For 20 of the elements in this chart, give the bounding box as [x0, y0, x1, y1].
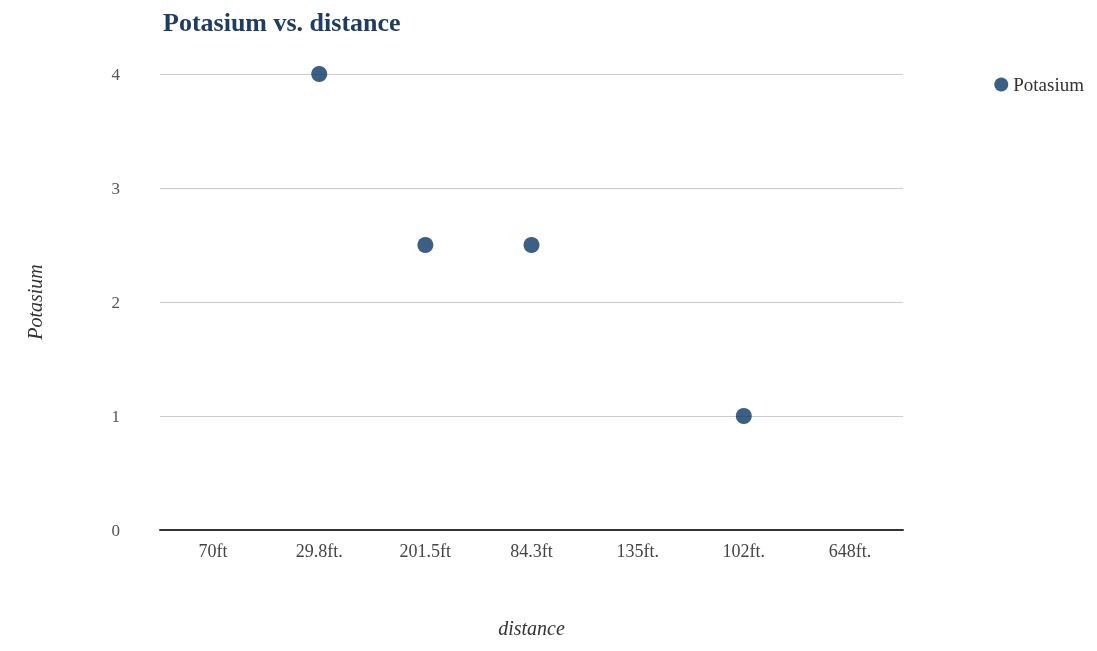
- x-tick-label: 102ft.: [722, 541, 766, 561]
- y-axis-title: Potasium: [24, 264, 46, 341]
- y-tick-label: 2: [111, 292, 120, 312]
- y-tick-label: 3: [111, 178, 120, 198]
- legend-label: Potasium: [1013, 74, 1085, 95]
- y-tick-label: 4: [111, 64, 121, 84]
- x-tick-label: 84.3ft: [510, 541, 553, 561]
- point: [523, 237, 540, 253]
- x-tick-label: 135ft.: [616, 541, 659, 561]
- point: [735, 408, 752, 424]
- x-axis-title: distance: [498, 617, 565, 639]
- y-tick-label: 0: [111, 520, 120, 540]
- y-tick-label: 1: [111, 406, 120, 426]
- point: [311, 66, 328, 82]
- x-tick-label: 70ft: [198, 541, 228, 561]
- x-tick-label: 648ft.: [828, 541, 872, 561]
- x-tick-label: 201.5ft: [399, 541, 452, 561]
- point: [417, 237, 434, 253]
- chart-title: Potasium vs. distance: [163, 7, 401, 37]
- x-tick-label: 29.8ft.: [295, 541, 343, 561]
